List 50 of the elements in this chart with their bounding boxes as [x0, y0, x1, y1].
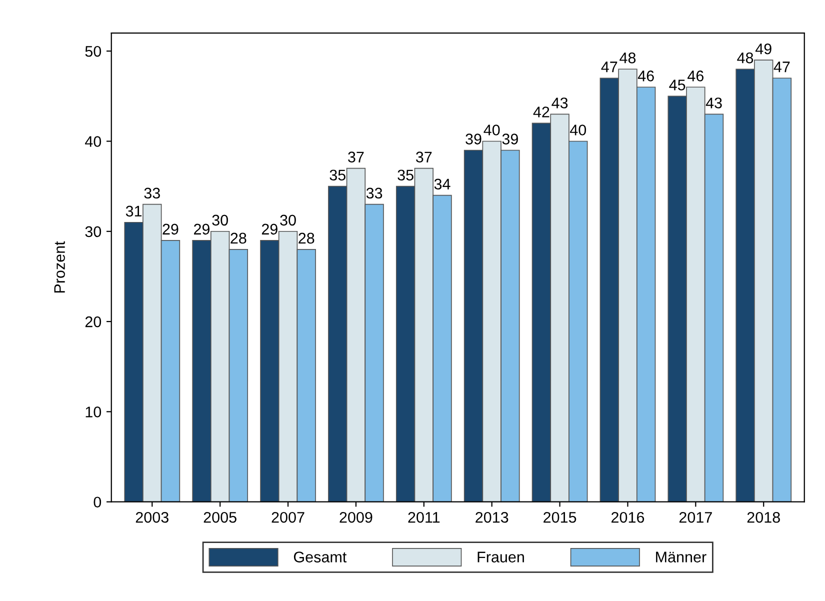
data-label: 47 [601, 62, 618, 72]
data-label: 47 [774, 62, 790, 72]
data-label: 43 [706, 98, 722, 108]
data-label: 34 [434, 178, 450, 190]
data-label: 49 [755, 43, 772, 54]
data-label: 46 [638, 70, 654, 82]
data-label: 29 [194, 224, 210, 235]
y-tick-label: 20 [85, 316, 102, 328]
legend-label: Gesamt [294, 552, 347, 562]
data-label: 33 [366, 188, 382, 199]
data-label: 33 [144, 188, 160, 199]
data-label: 37 [416, 152, 432, 162]
x-tick-label: 2013 [476, 512, 508, 523]
data-label: 45 [669, 80, 686, 90]
y-tick-label: 10 [86, 406, 102, 418]
y-tick-label: 0 [94, 496, 102, 508]
data-label: 48 [737, 52, 754, 64]
data-label: 28 [298, 232, 314, 244]
data-label: 28 [230, 232, 246, 244]
data-label: 48 [620, 52, 636, 64]
data-label: 31 [126, 206, 142, 217]
x-tick-label: 2009 [340, 512, 372, 523]
x-tick-label: 2017 [679, 512, 712, 523]
data-label: 40 [484, 124, 500, 136]
data-label: 30 [212, 214, 228, 226]
data-label: 42 [533, 106, 550, 118]
x-tick-label: 2003 [136, 512, 168, 523]
data-label: 29 [162, 224, 178, 235]
x-tick-label: 2018 [747, 512, 780, 523]
data-label: 37 [348, 152, 364, 162]
x-tick-label: 2007 [272, 512, 304, 523]
legend-label: Männer [656, 552, 706, 562]
legend-label: Frauen [478, 552, 524, 562]
data-label: 29 [262, 224, 278, 235]
data-label: 39 [466, 134, 482, 144]
y-tick-label: 30 [85, 226, 102, 238]
data-label: 46 [688, 70, 704, 82]
data-label: 39 [502, 134, 518, 144]
data-label: 35 [398, 170, 414, 181]
data-label: 43 [552, 98, 568, 108]
x-tick-label: 2011 [408, 512, 440, 523]
data-label: 35 [330, 170, 346, 181]
x-tick-label: 2016 [612, 512, 644, 523]
x-tick-label: 2015 [544, 512, 576, 523]
data-label: 30 [280, 214, 296, 226]
data-label: 40 [570, 124, 586, 136]
y-axis-title: Prozent [54, 241, 65, 293]
x-tick-label: 2005 [204, 512, 236, 523]
y-tick-label: 50 [85, 46, 102, 57]
y-tick-label: 40 [85, 136, 102, 147]
